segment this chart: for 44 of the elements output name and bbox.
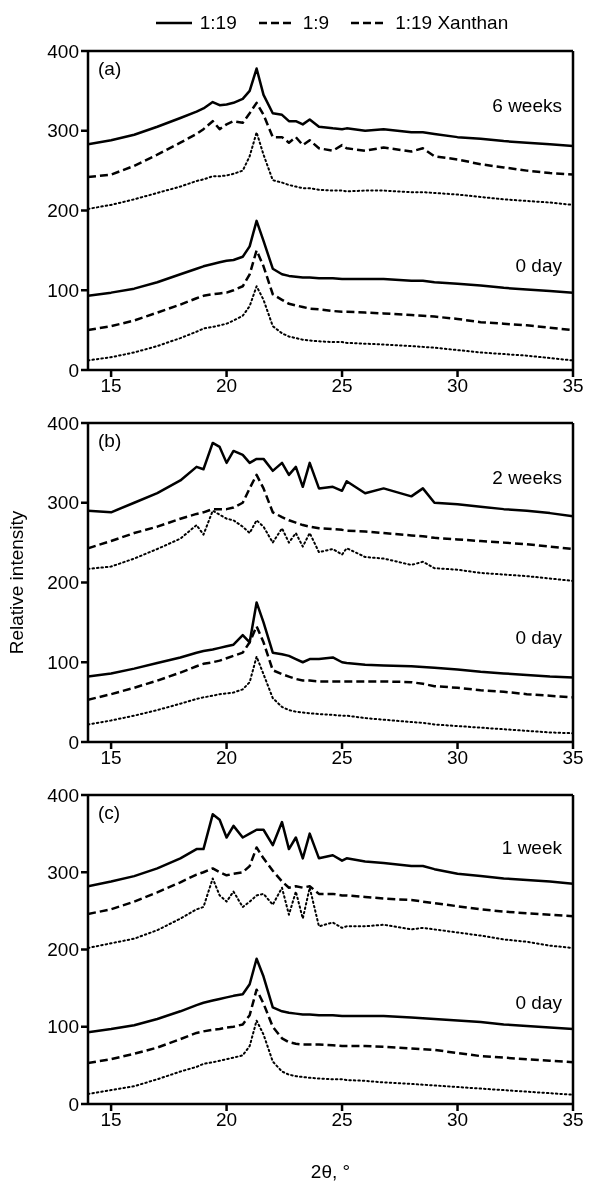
annotation: 6 weeks [492, 94, 562, 117]
x-tick-label: 35 [562, 747, 584, 769]
y-tick-label: 400 [47, 784, 79, 806]
x-tick-label: 35 [562, 1109, 584, 1131]
x-tick-label: 20 [216, 747, 238, 769]
y-tick-label: 100 [47, 279, 79, 301]
annotation: (c) [98, 802, 121, 824]
y-tick-label: 200 [47, 200, 79, 222]
y-tick-label: 100 [47, 651, 79, 673]
y-tick-label: 400 [47, 412, 79, 434]
y-tick-label: 300 [47, 120, 79, 142]
y-tick-label: 0 [68, 1093, 79, 1115]
x-tick-label: 25 [331, 375, 353, 397]
annotation: 0 day [515, 254, 562, 277]
y-tick-label: 300 [47, 492, 79, 514]
y-axis-title: Relative intensity [5, 510, 27, 655]
y-tick-label: 300 [47, 861, 79, 883]
legend-label: 1:19 Xanthan [395, 12, 509, 34]
y-tick-label: 400 [47, 40, 79, 62]
legend-label: 1:9 [302, 12, 330, 34]
x-tick-label: 30 [446, 747, 469, 769]
y-tick-label: 100 [47, 1016, 79, 1038]
annotation: (b) [98, 430, 122, 452]
x-tick-label: 20 [216, 1109, 238, 1131]
y-tick-label: 200 [47, 939, 79, 961]
x-tick-label: 15 [100, 375, 122, 397]
x-tick-label: 15 [100, 1109, 122, 1131]
x-tick-label: 30 [446, 375, 469, 397]
annotation: 1 week [501, 837, 562, 860]
x-tick-label: 25 [331, 747, 353, 769]
y-tick-label: 200 [47, 572, 79, 594]
x-tick-label: 15 [100, 747, 122, 769]
y-tick-label: 0 [68, 731, 79, 753]
y-tick-label: 0 [68, 359, 79, 381]
x-tick-label: 20 [216, 375, 238, 397]
annotation: (a) [98, 58, 122, 80]
x-tick-label: 30 [446, 1109, 469, 1131]
annotation: 0 day [515, 626, 562, 649]
x-tick-label: 25 [331, 1109, 353, 1131]
annotation: 2 weeks [492, 466, 562, 489]
x-tick-label: 35 [562, 375, 584, 397]
x-axis-title: 2θ, ° [310, 1161, 351, 1182]
legend-label: 1:19 [199, 12, 237, 34]
annotation: 0 day [515, 992, 562, 1015]
